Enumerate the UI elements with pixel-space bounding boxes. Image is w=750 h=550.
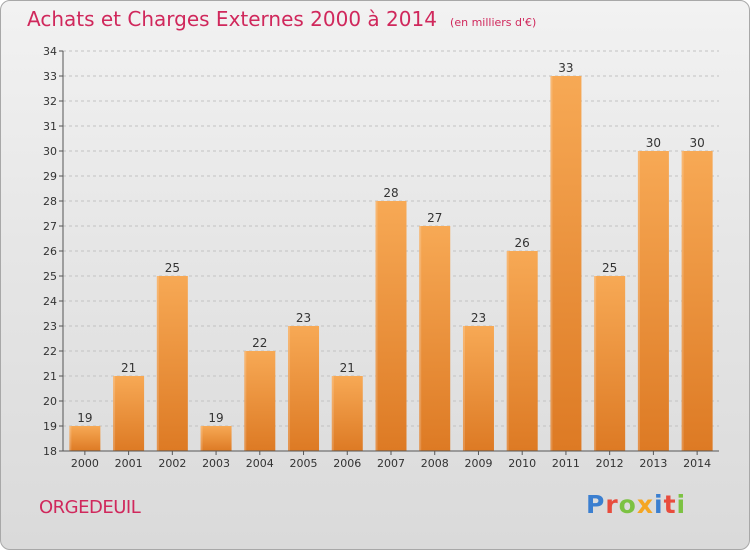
data-label-2010: 26 (515, 236, 530, 250)
bar-2005 (288, 326, 320, 451)
y-tick-label-20: 20 (43, 395, 57, 408)
bar-2002 (156, 276, 188, 451)
bar-highlight-2011 (550, 76, 553, 451)
x-tick-label-2003: 2003 (202, 457, 230, 470)
y-tick-label-23: 23 (43, 320, 57, 333)
bar-2008 (419, 226, 451, 451)
bar-highlight-2001 (113, 376, 116, 451)
bar-2012 (594, 276, 626, 451)
y-tick-label-25: 25 (43, 270, 57, 283)
data-label-2003: 19 (208, 411, 223, 425)
y-tick-label-32: 32 (43, 95, 57, 108)
proxiti-logo: Proxiti (586, 490, 686, 519)
bar-highlight-2006 (331, 376, 334, 451)
logo-letter: i (654, 490, 664, 519)
data-label-2014: 30 (689, 136, 704, 150)
bar-2009 (462, 326, 494, 451)
x-tick-label-2011: 2011 (552, 457, 580, 470)
bar-2010 (506, 251, 538, 451)
chart-unit-note: (en milliers d'€) (450, 16, 537, 29)
data-label-2007: 28 (383, 186, 398, 200)
x-tick-label-2013: 2013 (639, 457, 667, 470)
y-tick-label-24: 24 (43, 295, 57, 308)
data-label-2002: 25 (165, 261, 180, 275)
axes: 18 19 20 21 22 23 24 25 26 27 28 29 30 31 32 33 34 2000 20… (43, 45, 719, 470)
data-label-2013: 30 (646, 136, 661, 150)
x-tick-label-2004: 2004 (246, 457, 274, 470)
bar-2011 (550, 76, 582, 451)
y-tick-label-34: 34 (43, 45, 57, 58)
bar-highlight-2007 (375, 201, 378, 451)
data-labels: 19 21 25 19 22 23 21 28 27 23 26 33 25 30 30 (77, 61, 705, 425)
y-tick-label-30: 30 (43, 145, 57, 158)
chart-title-text: Achats et Charges Externes 2000 à 2014 (27, 7, 437, 31)
y-tick-label-31: 31 (43, 120, 57, 133)
logo-letter: o (618, 490, 637, 519)
bar-2006 (331, 376, 363, 451)
bar-2001 (113, 376, 145, 451)
data-label-2011: 33 (558, 61, 573, 75)
x-tick-label-2008: 2008 (421, 457, 449, 470)
y-tick-label-22: 22 (43, 345, 57, 358)
logo-letter: t (663, 490, 677, 519)
logo-letter: P (586, 490, 606, 519)
data-label-2012: 25 (602, 261, 617, 275)
bar-2004 (244, 351, 276, 451)
bar-highlight-2013 (637, 151, 640, 451)
bars (69, 76, 713, 451)
y-tick-label-29: 29 (43, 170, 57, 183)
x-tick-label-2014: 2014 (683, 457, 711, 470)
x-tick-label-2012: 2012 (596, 457, 624, 470)
data-label-2000: 19 (77, 411, 92, 425)
logo-letter: x (636, 490, 654, 519)
bar-2013 (637, 151, 669, 451)
x-tick-label-2005: 2005 (290, 457, 318, 470)
bar-highlight-2008 (419, 226, 422, 451)
y-tick-label-18: 18 (43, 445, 57, 458)
x-tick-label-2010: 2010 (508, 457, 536, 470)
bar-highlight-2012 (594, 276, 597, 451)
bar-highlight-2002 (156, 276, 159, 451)
data-label-2001: 21 (121, 361, 136, 375)
logo-letter: r (605, 490, 619, 519)
x-tick-label-2000: 2000 (71, 457, 99, 470)
data-label-2009: 23 (471, 311, 486, 325)
bar-highlight-2014 (681, 151, 684, 451)
y-tick-label-21: 21 (43, 370, 57, 383)
data-label-2006: 21 (340, 361, 355, 375)
x-tick-label-2002: 2002 (158, 457, 186, 470)
bar-highlight-2004 (244, 351, 247, 451)
bar-2003 (200, 426, 232, 451)
bar-highlight-2005 (288, 326, 291, 451)
bar-2007 (375, 201, 407, 451)
x-tick-label-2009: 2009 (464, 457, 492, 470)
bar-2000 (69, 426, 101, 451)
chart-title: Achats et Charges Externes 2000 à 2014 (… (27, 7, 536, 31)
city-name: ORGEDEUIL (39, 497, 141, 518)
y-tick-label-27: 27 (43, 220, 57, 233)
y-tick-label-19: 19 (43, 420, 57, 433)
data-label-2004: 22 (252, 336, 267, 350)
bar-highlight-2009 (462, 326, 465, 451)
y-tick-label-28: 28 (43, 195, 57, 208)
bar-highlight-2000 (69, 426, 72, 451)
bar-2014 (681, 151, 713, 451)
y-tick-label-26: 26 (43, 245, 57, 258)
data-label-2008: 27 (427, 211, 442, 225)
x-tick-label-2007: 2007 (377, 457, 405, 470)
x-tick-label-2001: 2001 (115, 457, 143, 470)
y-tick-label-33: 33 (43, 70, 57, 83)
data-label-2005: 23 (296, 311, 311, 325)
bar-highlight-2003 (200, 426, 203, 451)
bar-highlight-2010 (506, 251, 509, 451)
logo-letter: i (676, 490, 687, 519)
x-tick-label-2006: 2006 (333, 457, 361, 470)
